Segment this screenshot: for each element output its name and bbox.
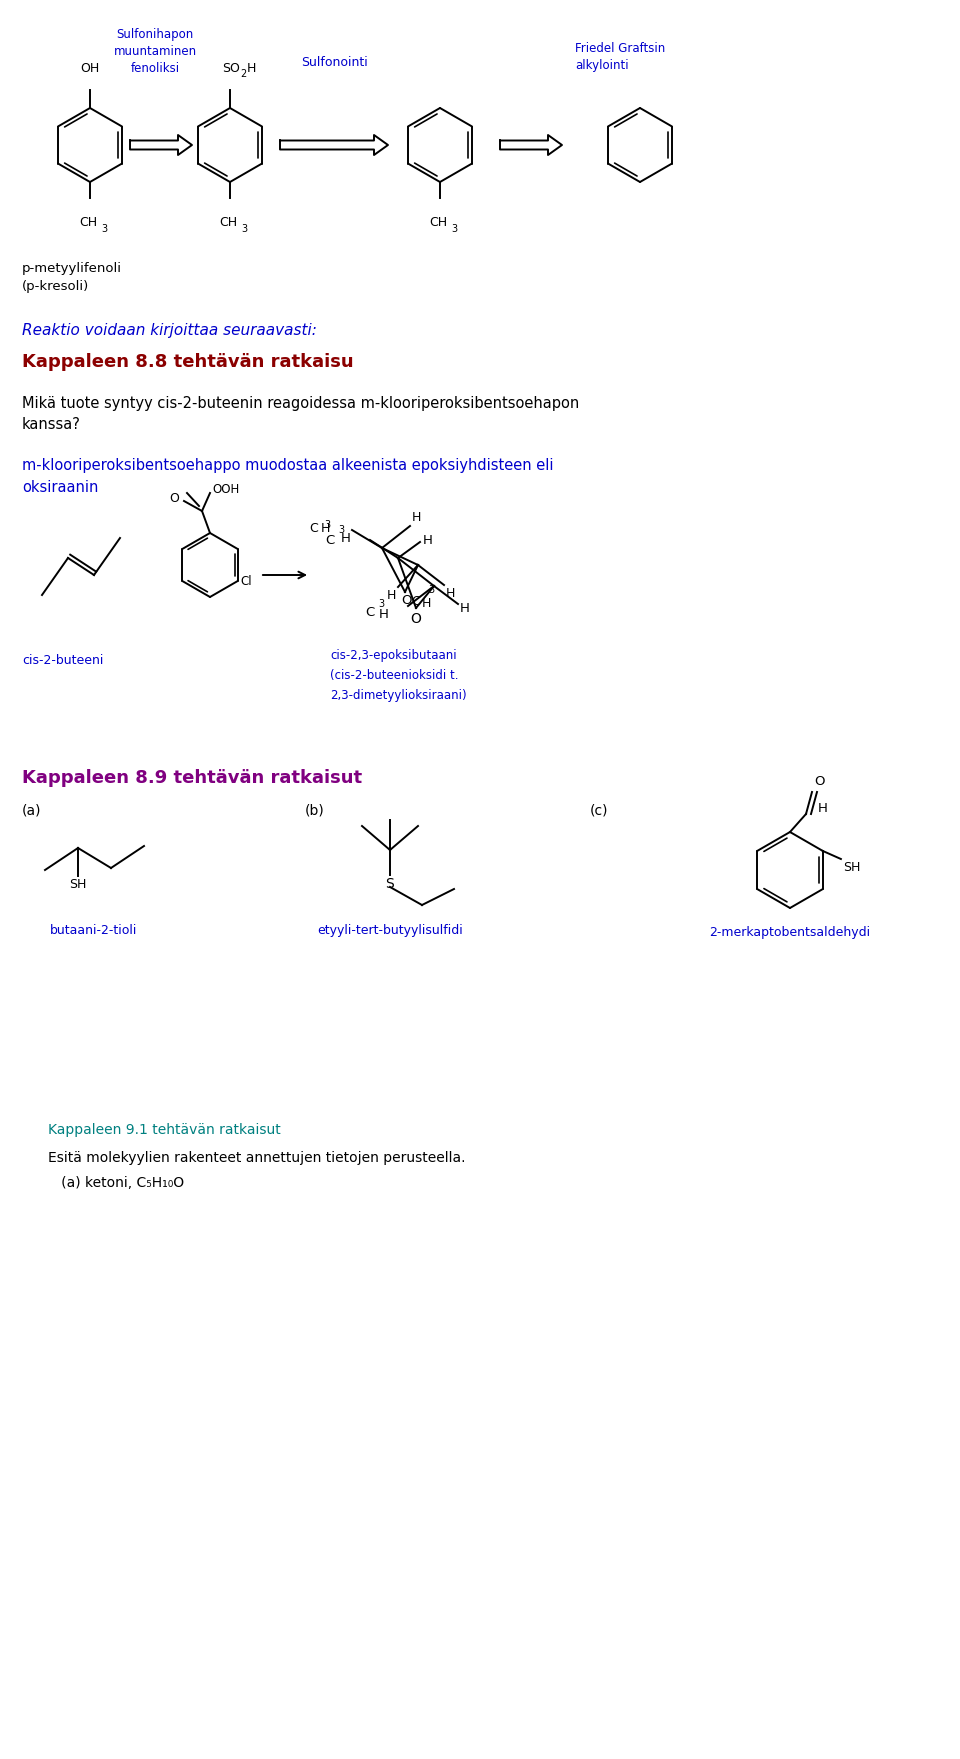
Text: O: O	[169, 491, 179, 505]
Text: Sulfonihapon
muuntaminen
fenoliksi: Sulfonihapon muuntaminen fenoliksi	[113, 28, 197, 76]
Text: OOH: OOH	[212, 482, 239, 496]
Text: p-metyylifenoli: p-metyylifenoli	[22, 262, 122, 274]
Text: m-klooriperoksibentsoehappo muodostaa alkeenista epoksiyhdisteen eli: m-klooriperoksibentsoehappo muodostaa al…	[22, 457, 554, 473]
Text: 3: 3	[428, 586, 434, 595]
Text: (b): (b)	[305, 804, 324, 816]
Text: cis-2,3-epoksibutaani: cis-2,3-epoksibutaani	[330, 649, 457, 661]
Text: C: C	[366, 605, 374, 619]
Text: Esitä molekyylien rakenteet annettujen tietojen perusteella.: Esitä molekyylien rakenteet annettujen t…	[48, 1150, 466, 1164]
Text: CH: CH	[429, 216, 447, 229]
Text: SH: SH	[69, 878, 86, 892]
Text: H: H	[247, 62, 256, 74]
Text: C: C	[309, 521, 318, 535]
Text: etyyli-tert-butyylisulfidi: etyyli-tert-butyylisulfidi	[317, 923, 463, 936]
Text: CH: CH	[79, 216, 97, 229]
Text: 3: 3	[451, 223, 457, 234]
Text: Kappaleen 8.8 tehtävän ratkaisu: Kappaleen 8.8 tehtävän ratkaisu	[22, 354, 353, 371]
Text: Kappaleen 8.9 tehtävän ratkaisut: Kappaleen 8.9 tehtävän ratkaisut	[22, 769, 362, 786]
Text: H: H	[421, 596, 431, 610]
Text: 3: 3	[378, 600, 384, 609]
Text: 3: 3	[324, 521, 330, 529]
Text: 3: 3	[101, 223, 108, 234]
Text: kanssa?: kanssa?	[22, 417, 81, 431]
Text: Friedel Graftsin
alkylointi: Friedel Graftsin alkylointi	[575, 42, 665, 72]
Text: Sulfonointi: Sulfonointi	[301, 56, 369, 69]
Text: 3: 3	[241, 223, 247, 234]
Text: O: O	[411, 612, 421, 626]
Text: OH: OH	[81, 62, 100, 74]
Text: oksiraanin: oksiraanin	[22, 480, 98, 494]
Text: 2,3-dimetyylioksiraani): 2,3-dimetyylioksiraani)	[330, 688, 467, 702]
Text: CH: CH	[219, 216, 237, 229]
Text: (a) ketoni, C₅H₁₀O: (a) ketoni, C₅H₁₀O	[48, 1177, 184, 1191]
Text: (c): (c)	[590, 804, 609, 816]
Text: 2: 2	[240, 69, 247, 79]
Text: (p-kresoli): (p-kresoli)	[22, 280, 89, 292]
Text: cis-2-buteeni: cis-2-buteeni	[22, 654, 104, 667]
Text: 3: 3	[338, 524, 344, 535]
Text: H: H	[379, 607, 389, 621]
Text: O: O	[814, 776, 825, 788]
Text: C: C	[325, 533, 335, 547]
Text: H: H	[387, 589, 396, 602]
Text: O: O	[401, 595, 412, 607]
Text: S: S	[386, 878, 395, 892]
Text: H: H	[818, 802, 828, 814]
Text: 2-merkaptobentsaldehydi: 2-merkaptobentsaldehydi	[709, 925, 871, 939]
Text: (cis-2-buteenioksidi t.: (cis-2-buteenioksidi t.	[330, 668, 459, 681]
Text: Kappaleen 9.1 tehtävän ratkaisut: Kappaleen 9.1 tehtävän ratkaisut	[48, 1122, 280, 1136]
Text: C: C	[412, 595, 420, 609]
Text: Mikä tuote syntyy cis-2-buteenin reagoidessa m-klooriperoksibentsoehapon: Mikä tuote syntyy cis-2-buteenin reagoid…	[22, 396, 579, 410]
Text: H: H	[341, 531, 351, 545]
Text: H: H	[321, 521, 330, 535]
Text: butaani-2-tioli: butaani-2-tioli	[50, 923, 137, 936]
Text: H: H	[460, 602, 469, 614]
Text: H: H	[423, 533, 433, 547]
Text: H: H	[412, 512, 421, 524]
Text: SH: SH	[843, 860, 860, 874]
Text: Cl: Cl	[241, 575, 252, 588]
Text: H: H	[446, 588, 455, 600]
Text: (a): (a)	[22, 804, 41, 816]
Text: SO: SO	[222, 62, 240, 74]
Text: Reaktio voidaan kirjoittaa seuraavasti:: Reaktio voidaan kirjoittaa seuraavasti:	[22, 322, 317, 338]
